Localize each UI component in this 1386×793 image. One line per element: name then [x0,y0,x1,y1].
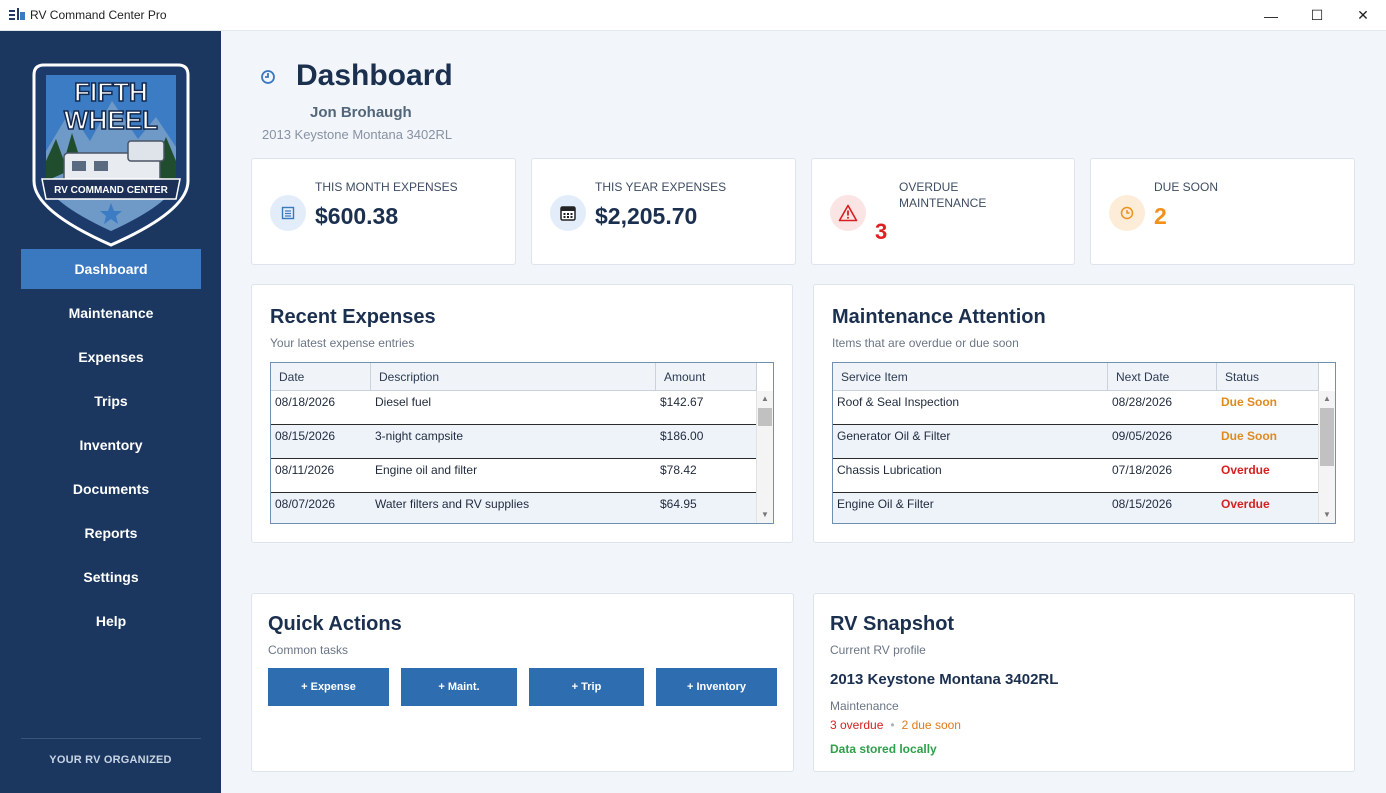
snapshot-maintenance-status: 3 overdue • 2 due soon [830,718,961,732]
status-badge: Overdue [1221,497,1270,511]
stat-label: DUE SOON [1154,180,1219,194]
table-row[interactable]: Generator Oil & Filter 09/05/2026 Due So… [833,425,1319,459]
add-inventory-button[interactable]: + Inventory [656,668,777,706]
sidebar-item-reports[interactable]: Reports [84,525,138,541]
window-controls: — ☐ ✕ [1248,0,1386,31]
status-badge: Overdue [1221,463,1270,477]
overdue-count: 3 overdue [830,718,884,732]
receipt-icon [270,195,306,231]
stat-label: THIS YEAR EXPENSES [595,180,727,194]
page-title: Dashboard [296,59,453,92]
due-soon-count: 2 due soon [901,718,961,732]
panel-title: Maintenance Attention [832,306,1046,328]
sidebar-item-expenses[interactable]: Expenses [78,349,144,365]
sidebar-item-settings[interactable]: Settings [83,569,139,585]
table-row[interactable]: 08/11/2026 Engine oil and filter $78.42 [271,459,757,493]
stat-label: THIS MONTH EXPENSES [315,180,458,194]
column-header-amount[interactable]: Amount [656,363,757,391]
panel-subtitle: Common tasks [268,643,349,657]
stat-value: 2 [1154,203,1167,229]
sidebar-nav: Dashboard Maintenance Expenses Trips Inv… [21,249,201,645]
expenses-table: Date Description Amount 08/18/2026 Diese… [270,362,774,524]
calendar-icon [550,195,586,231]
svg-text:FIFTH: FIFTH [74,77,148,107]
svg-text:WHEEL: WHEEL [64,105,158,135]
recent-expenses-panel: Recent Expenses Your latest expense entr… [251,284,793,543]
maintenance-attention-panel: Maintenance Attention Items that are ove… [813,284,1355,543]
sidebar-item-dashboard[interactable]: Dashboard [21,249,201,289]
app-icon [9,8,25,22]
sidebar-item-documents[interactable]: Documents [72,481,150,497]
sidebar: FIFTH WHEEL RV COMMAND CENTER Dashboard … [0,31,221,793]
add-expense-button[interactable]: + Expense [268,668,389,706]
stat-card-year-expenses: THIS YEAR EXPENSES $2,205.70 [531,158,796,265]
clock-icon [1109,195,1145,231]
add-maintenance-button[interactable]: + Maint. [401,668,517,706]
stat-value: $600.38 [315,203,399,229]
sidebar-item-help[interactable]: Help [95,613,127,629]
panel-subtitle: Current RV profile [830,643,926,657]
panel-title: Recent Expenses [270,306,436,328]
maximize-button[interactable]: ☐ [1310,7,1324,23]
sidebar-divider [21,738,201,739]
column-header-status[interactable]: Status [1217,363,1319,391]
table-row[interactable]: Engine Oil & Filter 08/15/2026 Overdue [833,493,1319,523]
stat-card-month-expenses: THIS MONTH EXPENSES $600.38 [251,158,516,265]
scroll-down-icon[interactable]: ▼ [1323,510,1331,519]
title-bar: RV Command Center Pro — ☐ ✕ [0,0,1386,31]
column-header-service-item[interactable]: Service Item [833,363,1108,391]
panel-title: Quick Actions [268,613,402,635]
scroll-down-icon[interactable]: ▼ [761,510,769,519]
status-badge: Due Soon [1221,395,1277,409]
table-row[interactable]: 08/18/2026 Diesel fuel $142.67 [271,391,757,425]
panel-subtitle: Items that are overdue or due soon [832,336,1019,350]
expenses-scrollbar[interactable]: ▲ ▼ [756,391,773,523]
storage-status: Data stored locally [830,742,937,756]
scroll-thumb[interactable] [1320,408,1334,466]
svg-text:RV COMMAND CENTER: RV COMMAND CENTER [54,185,168,196]
table-row[interactable]: Chassis Lubrication 07/18/2026 Overdue [833,459,1319,493]
stat-value: $2,205.70 [595,203,698,229]
stat-value: 3 [875,219,888,244]
column-header-next-date[interactable]: Next Date [1108,363,1217,391]
snapshot-rv-model: 2013 Keystone Montana 3402RL [830,671,1059,688]
sidebar-item-maintenance[interactable]: Maintenance [68,305,154,321]
minimize-button[interactable]: — [1264,7,1278,24]
stat-card-due-soon: DUE SOON 2 [1090,158,1355,265]
rv-snapshot-panel: RV Snapshot Current RV profile 2013 Keys… [813,593,1355,772]
scroll-up-icon[interactable]: ▲ [761,394,769,403]
sidebar-item-trips[interactable]: Trips [94,393,128,409]
stat-label: OVERDUE MAINTENANCE [899,180,987,210]
table-header: Date Description Amount [271,363,757,391]
status-badge: Due Soon [1221,429,1277,443]
table-row[interactable]: 08/07/2026 Water filters and RV supplies… [271,493,757,523]
maintenance-table: Service Item Next Date Status Roof & Sea… [832,362,1336,524]
scroll-thumb[interactable] [758,408,772,426]
sidebar-item-inventory[interactable]: Inventory [79,437,143,453]
panel-subtitle: Your latest expense entries [270,336,415,350]
owner-name: Jon Brohaugh [310,104,412,121]
separator-dot: • [890,718,895,732]
maintenance-scrollbar[interactable]: ▲ ▼ [1318,391,1335,523]
add-trip-button[interactable]: + Trip [529,668,644,706]
column-header-date[interactable]: Date [271,363,371,391]
dashboard-icon [261,70,275,84]
scroll-up-icon[interactable]: ▲ [1323,394,1331,403]
quick-actions-panel: Quick Actions Common tasks + Expense + M… [251,593,794,772]
window-title: RV Command Center Pro [30,8,167,22]
column-header-description[interactable]: Description [371,363,656,391]
close-button[interactable]: ✕ [1357,7,1369,23]
panel-title: RV Snapshot [830,613,955,635]
rv-model: 2013 Keystone Montana 3402RL [262,127,453,142]
table-row[interactable]: 08/15/2026 3-night campsite $186.00 [271,425,757,459]
stat-card-overdue-maintenance: OVERDUE MAINTENANCE 3 [811,158,1075,265]
table-header: Service Item Next Date Status [833,363,1319,391]
sidebar-footer: YOUR RV ORGANIZED [49,754,172,766]
fifth-wheel-logo: FIFTH WHEEL RV COMMAND CENTER [32,63,190,247]
snapshot-maintenance-label: Maintenance [830,699,899,713]
table-row[interactable]: Roof & Seal Inspection 08/28/2026 Due So… [833,391,1319,425]
warning-icon [830,195,866,231]
